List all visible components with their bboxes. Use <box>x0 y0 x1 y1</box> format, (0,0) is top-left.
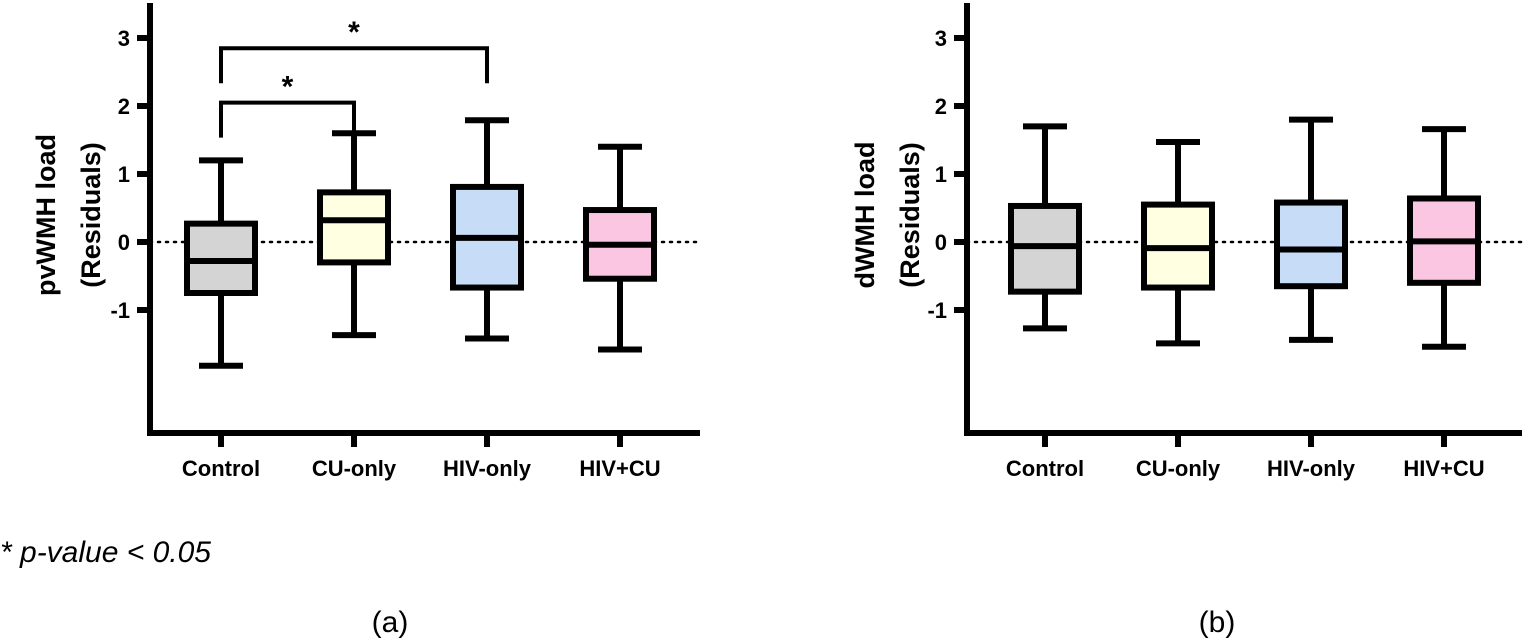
y-axis-title: (Residuals) <box>895 142 925 288</box>
chart-panel-b: 3 2 1 0 -1 dWMH load (Residuals) Control CU-only… <box>850 3 1524 639</box>
box-hiv-only <box>450 117 524 342</box>
x-tick-label: HIV+CU <box>1403 456 1484 481</box>
y-tick-label: 2 <box>935 94 947 119</box>
box-cu-only <box>1141 139 1215 347</box>
x-tick-label: CU-only <box>312 456 397 481</box>
y-axis-title: dWMH load <box>850 142 880 289</box>
x-tick-label: Control <box>182 456 260 481</box>
iqr-box <box>1274 199 1348 290</box>
box-control <box>1008 123 1082 332</box>
x-tick-label: CU-only <box>1136 456 1221 481</box>
y-tick-label: 3 <box>935 26 947 51</box>
footnote: * p-value < 0.05 <box>0 536 211 569</box>
box-hiv-cu <box>583 143 657 353</box>
box-control <box>184 157 258 369</box>
box-hiv-only <box>1274 116 1348 343</box>
y-tick-label: 1 <box>935 162 947 187</box>
box-cu-only <box>317 130 391 339</box>
significance-bracket <box>219 100 356 138</box>
y-tick-label: 3 <box>118 26 130 51</box>
y-tick-label: 1 <box>118 162 130 187</box>
y-tick-label: 0 <box>118 230 130 255</box>
chart-panel-a: 3 2 1 0 -1 pvWMH load (Residuals) Control CU-onl… <box>31 3 702 639</box>
x-tick-label: Control <box>1006 456 1084 481</box>
x-tick-label: HIV+CU <box>579 456 660 481</box>
y-tick-label: -1 <box>927 298 947 323</box>
y-tick-label: -1 <box>110 298 130 323</box>
x-tick-label: HIV-only <box>443 456 532 481</box>
iqr-box <box>317 189 391 266</box>
significance-bracket <box>219 46 489 84</box>
y-axis-title: (Residuals) <box>76 142 106 288</box>
y-axis-title: pvWMH load <box>31 134 61 296</box>
y-tick-label: 0 <box>935 230 947 255</box>
y-tick-label: 2 <box>118 94 130 119</box>
box-hiv-cu <box>1407 126 1481 350</box>
significance-star: * <box>282 71 294 104</box>
panel-label: (a) <box>372 606 409 639</box>
significance-star: * <box>348 16 360 49</box>
panel-label: (b) <box>1199 606 1236 639</box>
x-tick-label: HIV-only <box>1267 456 1356 481</box>
